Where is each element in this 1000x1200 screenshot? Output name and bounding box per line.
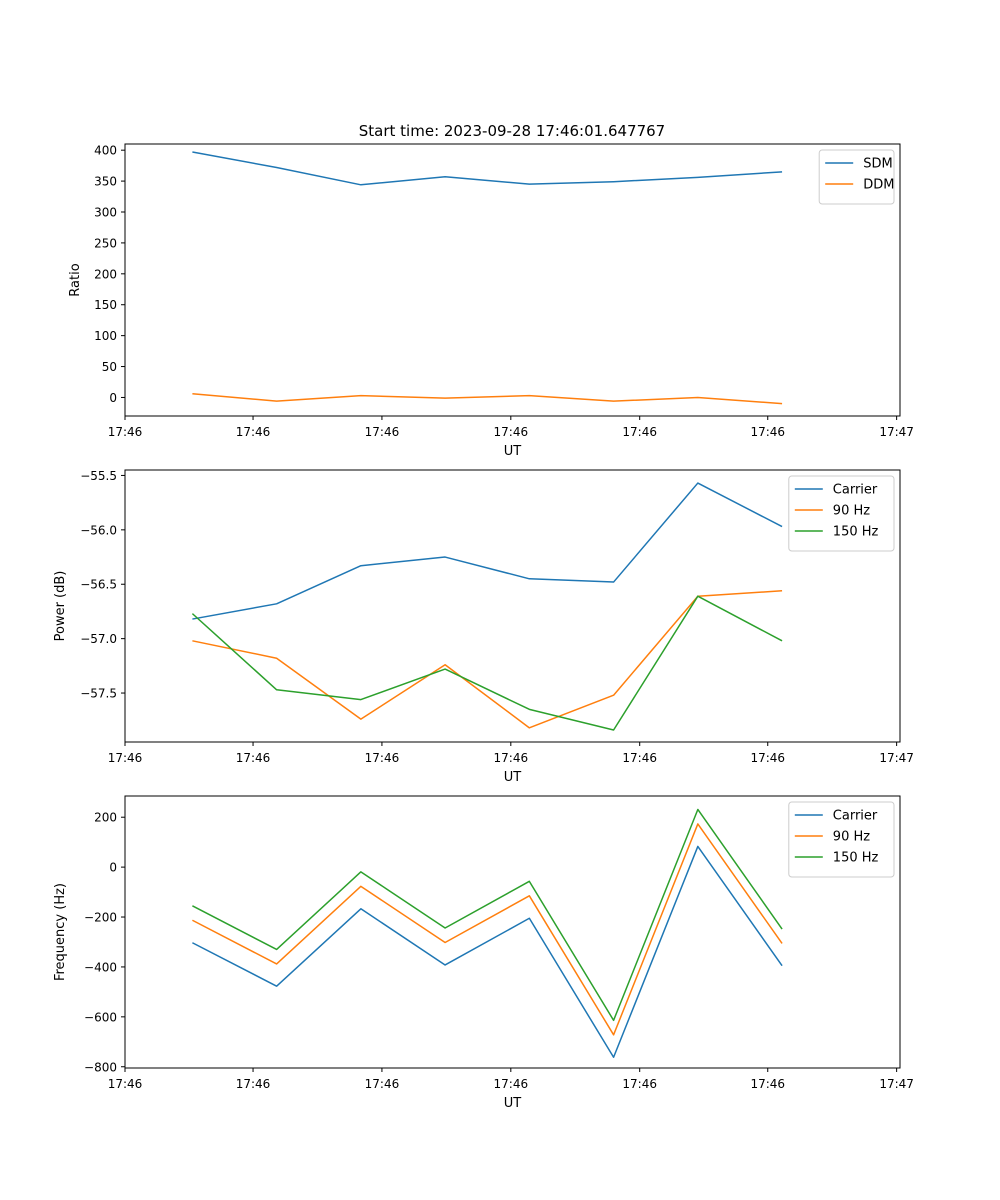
ratio-y-tick-label: 150 — [94, 298, 117, 312]
power-series-carrier-line — [192, 482, 783, 620]
ratio-x-axis-label: UT — [504, 444, 522, 459]
frequency-series-carrier-line — [192, 845, 783, 1059]
ratio-y-tick-label: 300 — [94, 206, 117, 220]
ratio-x-tick-label: 17:46 — [236, 425, 271, 439]
frequency-legend-label-carrier: Carrier — [833, 809, 878, 824]
power-legend-box — [788, 475, 895, 552]
frequency-y-tick-label: −200 — [84, 911, 117, 925]
power-chart: 17:46 17:46 17:46 17:46 17:46 17:46 17:47 −57.5… — [53, 469, 914, 785]
power-series-150-hz-line — [191, 595, 783, 731]
frequency-legend-box — [788, 801, 895, 878]
ratio-x-tick-label: 17:46 — [750, 425, 785, 439]
power-x-axis-label: UT — [504, 770, 522, 785]
power-y-tick-label: −57.5 — [80, 687, 117, 701]
ratio-y-tick-label: 400 — [94, 144, 117, 158]
ratio-legend-label-sdm: SDM — [863, 157, 892, 172]
power-axes-frame — [124, 469, 901, 743]
ratio-y-tick-label: 200 — [94, 267, 117, 281]
power-x-tick-label: 17:46 — [236, 751, 271, 765]
ratio-y-axis-label: Ratio — [68, 263, 83, 296]
power-x-tick-label: 17:46 — [622, 751, 657, 765]
frequency-x-tick-label: 17:46 — [365, 1077, 400, 1091]
power-x-tick-label: 17:46 — [365, 751, 400, 765]
frequency-x-tick-label: 17:47 — [879, 1077, 914, 1091]
frequency-y-axis-label: Frequency (Hz) — [53, 883, 68, 981]
ratio-y-tick-label: 250 — [94, 236, 117, 250]
power-y-tick-label: −57.0 — [80, 632, 117, 646]
power-legend-label-carrier: Carrier — [833, 483, 878, 498]
ratio-y-tick-label: 0 — [109, 391, 117, 405]
frequency-x-tick-label: 17:46 — [622, 1077, 657, 1091]
ratio-series-sdm-line — [192, 151, 783, 186]
frequency-legend-label-150-hz: 150 Hz — [833, 851, 879, 866]
ratio-y-tick-label: 100 — [94, 329, 117, 343]
ratio-x-tick-label: 17:46 — [622, 425, 657, 439]
ratio-x-tick-label: 17:46 — [365, 425, 400, 439]
ratio-x-tick-label: 17:47 — [879, 425, 914, 439]
frequency-x-tick-label: 17:46 — [750, 1077, 785, 1091]
ratio-y-tick-label: 350 — [94, 175, 117, 189]
frequency-y-tick-label: 200 — [94, 811, 117, 825]
power-series-90-hz-line — [192, 590, 783, 729]
power-y-tick-label: −55.5 — [80, 469, 117, 483]
frequency-y-tick-label: −400 — [84, 960, 117, 974]
frequency-legend-label-90-hz: 90 Hz — [833, 830, 870, 845]
frequency-chart: 17:46 17:46 17:46 17:46 17:46 17:46 17:47 −800 −… — [53, 795, 914, 1111]
power-x-tick-label: 17:46 — [494, 751, 529, 765]
power-y-tick-label: −56.5 — [80, 578, 117, 592]
frequency-x-axis-label: UT — [504, 1096, 522, 1111]
ratio-y-tick-label: 50 — [102, 360, 117, 374]
frequency-y-tick-label: 0 — [109, 861, 117, 875]
frequency-x-tick-label: 17:46 — [494, 1077, 529, 1091]
power-y-tick-label: −56.0 — [80, 523, 117, 537]
ratio-x-tick-label: 17:46 — [494, 425, 529, 439]
figure-title: Start time: 2023-09-28 17:46:01.647767 — [359, 122, 665, 140]
power-x-tick-label: 17:46 — [750, 751, 785, 765]
ratio-series-ddm-line — [192, 393, 783, 405]
ratio-chart: 17:46 17:46 17:46 17:46 17:46 17:46 17:47 0 50 10… — [68, 143, 914, 459]
ratio-axes-frame — [124, 143, 901, 417]
frequency-series-150-hz-line — [192, 808, 783, 1022]
frequency-y-tick-label: −800 — [84, 1060, 117, 1074]
power-legend-label-90-hz: 90 Hz — [833, 504, 870, 519]
frequency-axes-frame — [124, 795, 901, 1069]
frequency-y-tick-label: −600 — [84, 1010, 117, 1024]
ratio-legend-label-ddm: DDM — [863, 178, 894, 193]
power-legend-label-150-hz: 150 Hz — [833, 525, 879, 540]
frequency-x-tick-label: 17:46 — [108, 1077, 143, 1091]
power-y-axis-label: Power (dB) — [53, 571, 68, 642]
power-x-tick-label: 17:47 — [879, 751, 914, 765]
frequency-x-tick-label: 17:46 — [236, 1077, 271, 1091]
power-x-tick-label: 17:46 — [108, 751, 143, 765]
ratio-x-tick-label: 17:46 — [108, 425, 143, 439]
frequency-series-90-hz-line — [192, 823, 783, 1036]
